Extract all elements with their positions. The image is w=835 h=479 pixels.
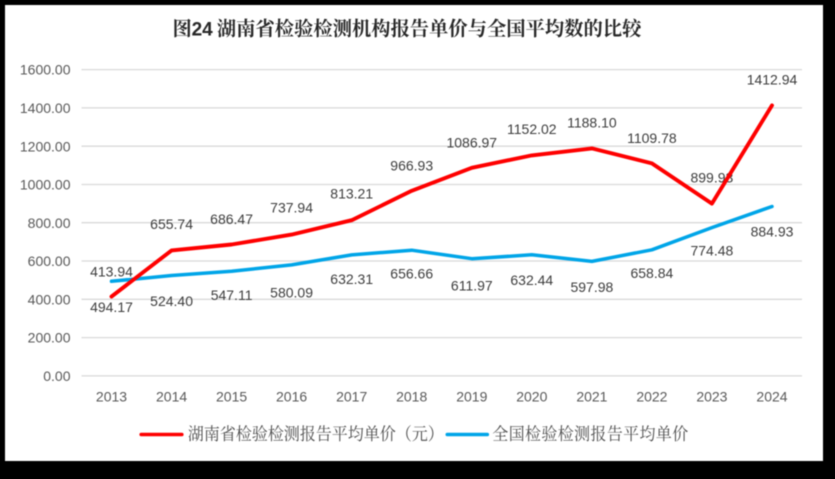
svg-text:2013: 2013 xyxy=(96,389,127,405)
svg-text:1086.97: 1086.97 xyxy=(446,135,497,151)
svg-text:2015: 2015 xyxy=(216,389,247,405)
svg-text:547.11: 547.11 xyxy=(211,287,253,303)
svg-text:655.74: 655.74 xyxy=(150,216,193,232)
svg-text:2024: 2024 xyxy=(756,389,787,405)
svg-text:1152.02: 1152.02 xyxy=(507,121,557,137)
svg-text:774.48: 774.48 xyxy=(690,243,733,259)
svg-text:2018: 2018 xyxy=(396,389,427,405)
svg-text:24: 24 xyxy=(192,20,214,41)
svg-text:656.66: 656.66 xyxy=(390,266,433,282)
svg-text:600.00: 600.00 xyxy=(28,253,71,269)
svg-text:2019: 2019 xyxy=(456,389,487,405)
svg-text:2017: 2017 xyxy=(336,389,367,405)
svg-text:2021: 2021 xyxy=(576,389,607,405)
svg-text:580.09: 580.09 xyxy=(270,285,313,301)
svg-text:1400.00: 1400.00 xyxy=(20,100,71,116)
svg-text:1412.94: 1412.94 xyxy=(747,72,798,88)
svg-text:1109.78: 1109.78 xyxy=(627,130,677,146)
svg-text:632.31: 632.31 xyxy=(330,271,373,287)
svg-text:413.94: 413.94 xyxy=(90,263,133,279)
svg-text:1200.00: 1200.00 xyxy=(20,138,71,154)
svg-text:2016: 2016 xyxy=(276,389,307,405)
svg-text:1000.00: 1000.00 xyxy=(20,177,71,193)
svg-text:524.40: 524.40 xyxy=(150,293,193,309)
svg-text:400.00: 400.00 xyxy=(28,291,71,307)
svg-text:494.17: 494.17 xyxy=(90,299,133,315)
svg-text:2023: 2023 xyxy=(696,389,727,405)
svg-text:632.44: 632.44 xyxy=(510,272,553,288)
svg-text:597.98: 597.98 xyxy=(570,279,613,295)
svg-text:800.00: 800.00 xyxy=(28,215,71,231)
svg-text:899.93: 899.93 xyxy=(690,169,733,185)
svg-text:2014: 2014 xyxy=(156,389,187,405)
svg-text:611.97: 611.97 xyxy=(451,278,493,294)
svg-text:2022: 2022 xyxy=(636,389,667,405)
svg-text:658.84: 658.84 xyxy=(630,265,673,281)
svg-text:884.93: 884.93 xyxy=(751,224,794,240)
svg-text:200.00: 200.00 xyxy=(28,330,71,346)
svg-text:966.93: 966.93 xyxy=(390,157,433,173)
svg-text:813.21: 813.21 xyxy=(330,186,373,202)
svg-text:737.94: 737.94 xyxy=(270,200,313,216)
svg-text:0.00: 0.00 xyxy=(43,368,70,384)
svg-text:1600.00: 1600.00 xyxy=(20,62,71,78)
svg-text:686.47: 686.47 xyxy=(210,211,253,227)
svg-text:1188.10: 1188.10 xyxy=(567,115,617,131)
svg-text:2020: 2020 xyxy=(516,389,547,405)
